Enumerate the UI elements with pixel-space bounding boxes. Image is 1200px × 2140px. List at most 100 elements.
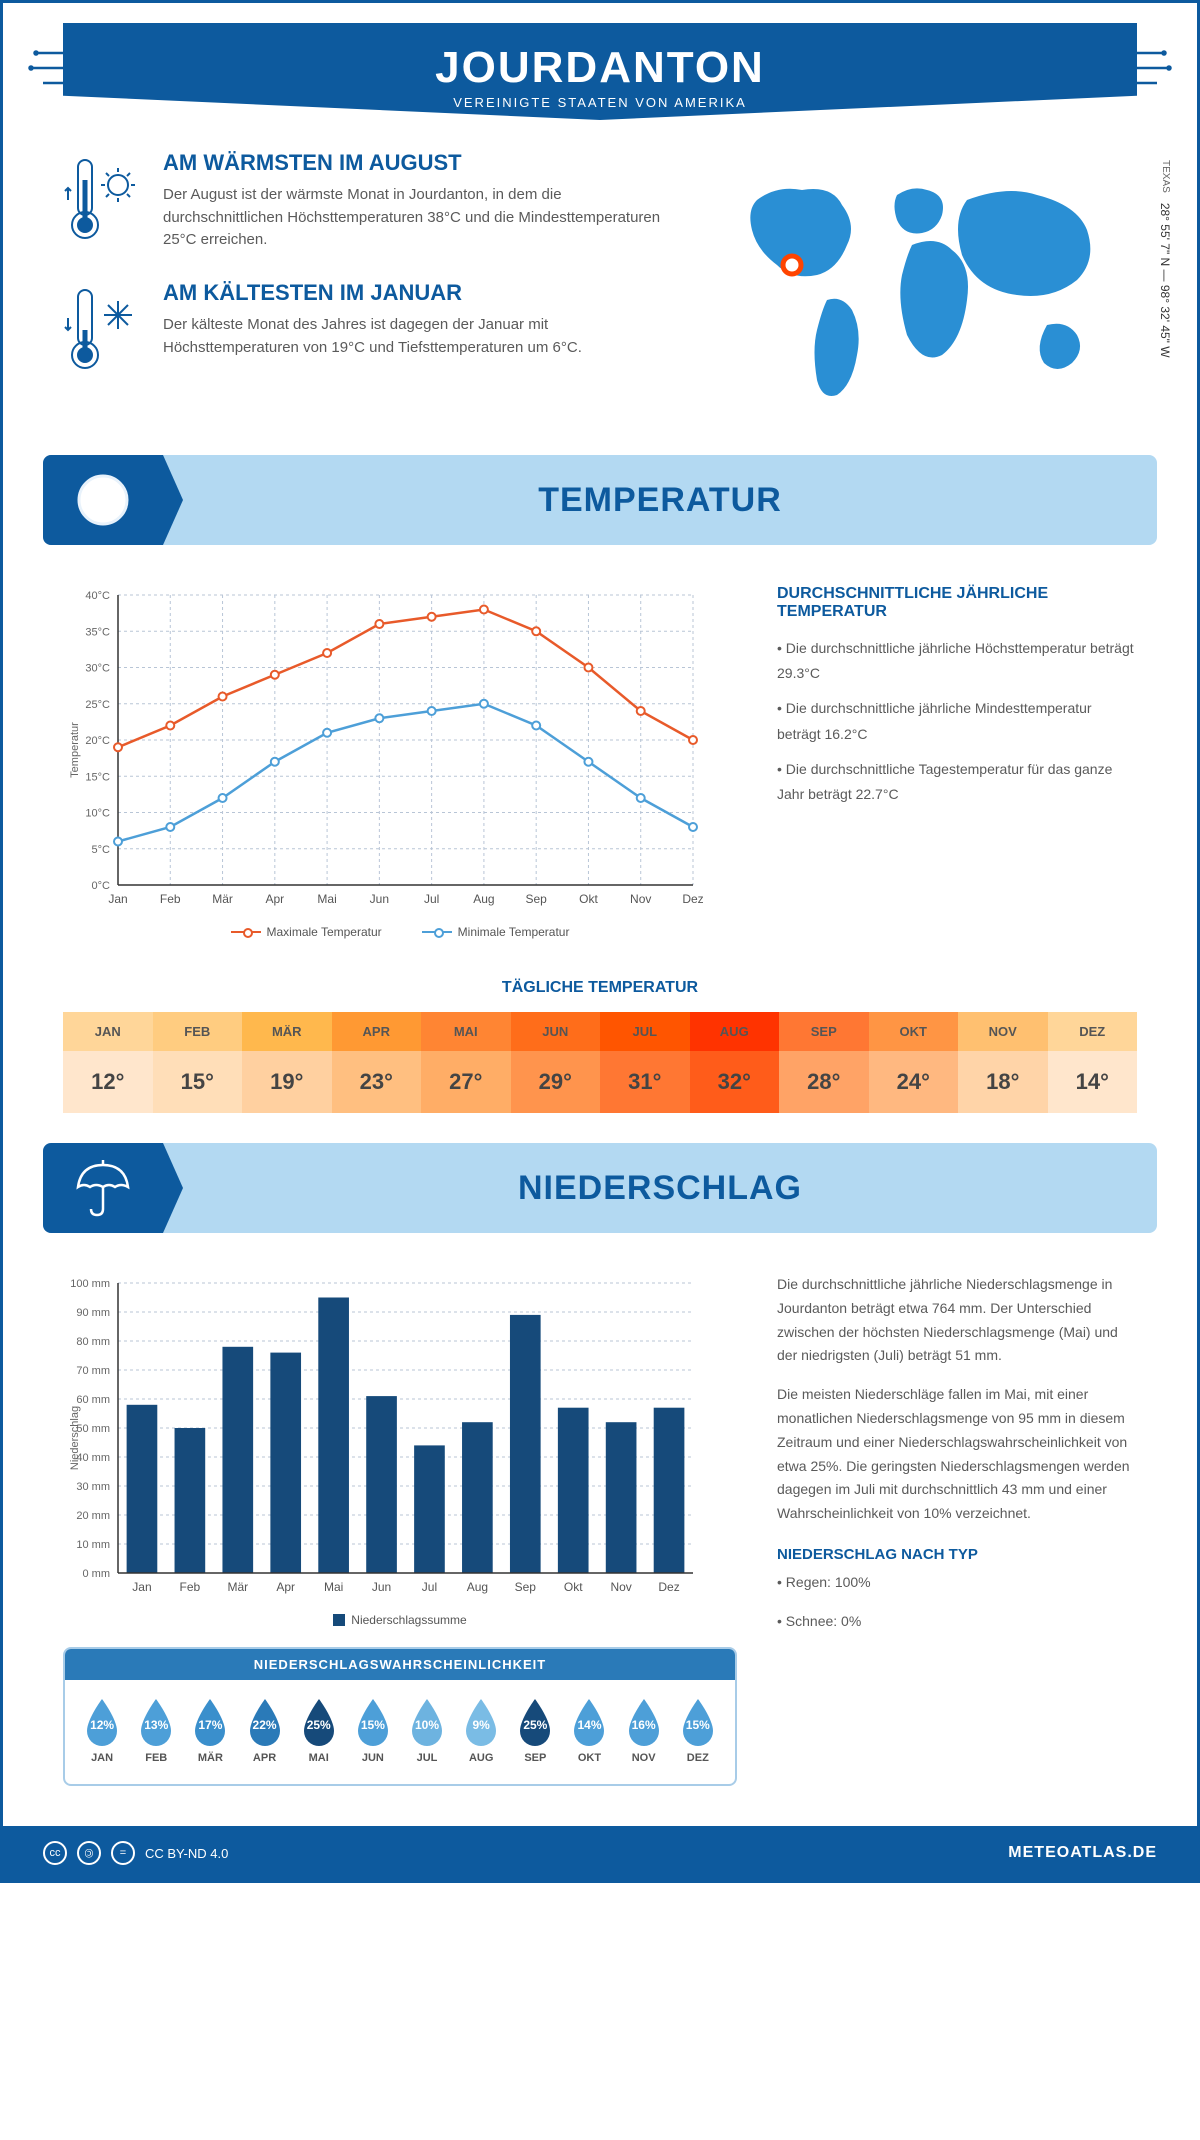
probability-box: NIEDERSCHLAGSWAHRSCHEINLICHKEIT 12% JAN …	[63, 1647, 737, 1786]
temp-cell: APR 23°	[332, 1012, 422, 1113]
temp-cell: JUN 29°	[511, 1012, 601, 1113]
probability-drops: 12% JAN 13% FEB 17% MÄR 22% APR	[65, 1680, 735, 1769]
state-label: TEXAS	[1160, 160, 1171, 193]
temperature-line-chart: 0°C5°C10°C15°C20°C25°C30°C35°C40°CJanFeb…	[63, 585, 703, 915]
svg-text:Jan: Jan	[132, 1580, 151, 1594]
svg-text:Jul: Jul	[424, 892, 439, 906]
temp-cell: MÄR 19°	[242, 1012, 332, 1113]
svg-text:Sep: Sep	[526, 892, 548, 906]
precipitation-left: 0 mm10 mm20 mm30 mm40 mm50 mm60 mm70 mm8…	[63, 1273, 737, 1786]
umbrella-icon	[43, 1143, 163, 1233]
temp-cell: MAI 27°	[421, 1012, 511, 1113]
temp-cell: JUL 31°	[600, 1012, 690, 1113]
daily-temp-title: TÄGLICHE TEMPERATUR	[3, 979, 1197, 997]
section-title-precip: NIEDERSCHLAG	[163, 1169, 1157, 1208]
svg-text:Jul: Jul	[422, 1580, 437, 1594]
precipitation-bar-chart: 0 mm10 mm20 mm30 mm40 mm50 mm60 mm70 mm8…	[63, 1273, 703, 1603]
svg-text:25°C: 25°C	[85, 699, 110, 711]
precipitation-info: Die durchschnittliche jährliche Niedersc…	[777, 1273, 1137, 1786]
svg-text:Apr: Apr	[276, 1580, 295, 1594]
drop-item: 9% AUG	[460, 1695, 502, 1764]
svg-text:Feb: Feb	[180, 1580, 201, 1594]
coordinates: TEXAS 28° 55' 7" N — 98° 32' 45" W	[1158, 160, 1172, 358]
thermometer-hot-icon	[63, 150, 143, 255]
precip-legend: Niederschlagssumme	[63, 1613, 737, 1627]
nd-icon: =	[111, 1841, 135, 1865]
header-wrap: JOURDANTON VEREINIGTE STAATEN VON AMERIK…	[3, 3, 1197, 120]
temp-info-1: • Die durchschnittliche jährliche Höchst…	[777, 636, 1137, 686]
drop-item: 10% JUL	[406, 1695, 448, 1764]
city-title: JOURDANTON	[63, 43, 1137, 93]
warmest-body: Der August ist der wärmste Monat in Jour…	[163, 184, 677, 252]
svg-text:Jan: Jan	[108, 892, 127, 906]
drop-item: 16% NOV	[623, 1695, 665, 1764]
probability-title: NIEDERSCHLAGSWAHRSCHEINLICHKEIT	[65, 1649, 735, 1680]
svg-text:Nov: Nov	[610, 1580, 631, 1594]
coldest-body: Der kälteste Monat des Jahres ist dagege…	[163, 314, 677, 359]
precip-p1: Die durchschnittliche jährliche Niedersc…	[777, 1273, 1137, 1368]
svg-text:Dez: Dez	[682, 892, 703, 906]
header-banner: JOURDANTON VEREINIGTE STAATEN VON AMERIK…	[63, 23, 1137, 120]
temp-cell: OKT 24°	[869, 1012, 959, 1113]
info-blocks: AM WÄRMSTEN IM AUGUST Der August ist der…	[63, 150, 677, 415]
license-text: CC BY-ND 4.0	[145, 1846, 228, 1861]
cc-icon: cc	[43, 1841, 67, 1865]
infographic-container: JOURDANTON VEREINIGTE STAATEN VON AMERIK…	[0, 0, 1200, 1883]
svg-text:Nov: Nov	[630, 892, 651, 906]
svg-text:Okt: Okt	[564, 1580, 583, 1594]
svg-text:Jun: Jun	[372, 1580, 391, 1594]
svg-text:50 mm: 50 mm	[76, 1423, 110, 1435]
drop-item: 15% JUN	[352, 1695, 394, 1764]
svg-text:Mai: Mai	[324, 1580, 343, 1594]
temp-cell: DEZ 14°	[1048, 1012, 1138, 1113]
svg-text:20 mm: 20 mm	[76, 1510, 110, 1522]
country-subtitle: VEREINIGTE STAATEN VON AMERIKA	[63, 95, 1137, 110]
temp-legend: .legend-item:nth-child(1) .legend-line::…	[63, 925, 737, 939]
temp-cell: AUG 32°	[690, 1012, 780, 1113]
svg-text:20°C: 20°C	[85, 735, 110, 747]
sun-icon	[43, 455, 163, 545]
latlon: 28° 55' 7" N — 98° 32' 45" W	[1158, 203, 1172, 358]
svg-text:35°C: 35°C	[85, 626, 110, 638]
temp-info-title: DURCHSCHNITTLICHE JÄHRLICHE TEMPERATUR	[777, 585, 1137, 621]
svg-text:Dez: Dez	[658, 1580, 679, 1594]
svg-text:60 mm: 60 mm	[76, 1394, 110, 1406]
svg-text:10°C: 10°C	[85, 808, 110, 820]
drop-item: 12% JAN	[81, 1695, 123, 1764]
temp-cell: SEP 28°	[779, 1012, 869, 1113]
temperature-content: 0°C5°C10°C15°C20°C25°C30°C35°C40°CJanFeb…	[3, 565, 1197, 959]
coldest-title: AM KÄLTESTEN IM JANUAR	[163, 280, 677, 306]
drop-item: 22% APR	[244, 1695, 286, 1764]
svg-text:40°C: 40°C	[85, 590, 110, 602]
precip-snow: • Schnee: 0%	[777, 1610, 1137, 1634]
precip-p2: Die meisten Niederschläge fallen im Mai,…	[777, 1383, 1137, 1526]
svg-text:80 mm: 80 mm	[76, 1336, 110, 1348]
svg-text:90 mm: 90 mm	[76, 1307, 110, 1319]
svg-text:0°C: 0°C	[92, 880, 111, 892]
svg-text:Aug: Aug	[467, 1580, 488, 1594]
svg-text:15°C: 15°C	[85, 771, 110, 783]
svg-text:Sep: Sep	[515, 1580, 537, 1594]
footer: cc 🄯 = CC BY-ND 4.0 METEOATLAS.DE	[3, 1826, 1197, 1880]
svg-text:Niederschlag: Niederschlag	[69, 1406, 81, 1470]
precip-rain: • Regen: 100%	[777, 1571, 1137, 1595]
svg-text:Okt: Okt	[579, 892, 598, 906]
coldest-text: AM KÄLTESTEN IM JANUAR Der kälteste Mona…	[163, 280, 677, 385]
temp-cell: NOV 18°	[958, 1012, 1048, 1113]
svg-text:Apr: Apr	[265, 892, 284, 906]
legend-precip: Niederschlagssumme	[333, 1613, 466, 1627]
drop-item: 13% FEB	[135, 1695, 177, 1764]
daily-temp-table: JAN 12° FEB 15° MÄR 19° APR 23° MAI 27° …	[63, 1012, 1137, 1113]
svg-text:5°C: 5°C	[92, 844, 111, 856]
temp-info-2: • Die durchschnittliche jährliche Mindes…	[777, 696, 1137, 746]
warmest-title: AM WÄRMSTEN IM AUGUST	[163, 150, 677, 176]
svg-text:30 mm: 30 mm	[76, 1481, 110, 1493]
world-map: TEXAS 28° 55' 7" N — 98° 32' 45" W	[717, 150, 1137, 415]
svg-text:Aug: Aug	[473, 892, 494, 906]
svg-text:Mär: Mär	[227, 1580, 248, 1594]
by-icon: 🄯	[77, 1841, 101, 1865]
drop-item: 17% MÄR	[189, 1695, 231, 1764]
thermometer-cold-icon	[63, 280, 143, 385]
temp-cell: JAN 12°	[63, 1012, 153, 1113]
svg-text:10 mm: 10 mm	[76, 1539, 110, 1551]
